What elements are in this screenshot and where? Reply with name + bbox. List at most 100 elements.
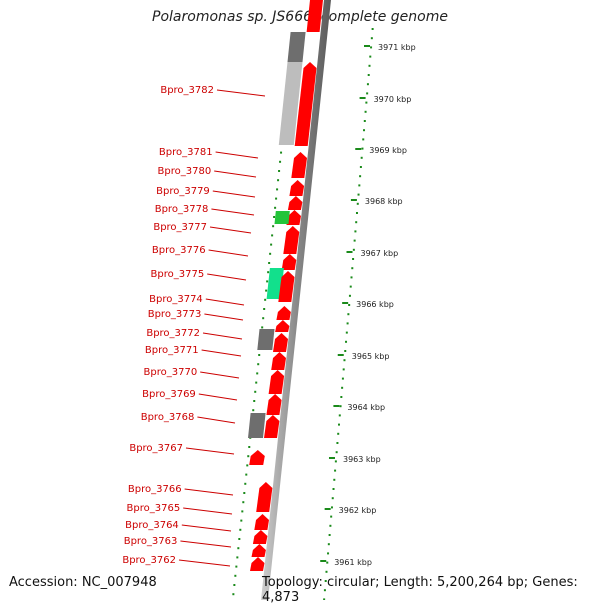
accession-text: Accession: NC_007948 bbox=[9, 575, 157, 590]
gene-label[interactable]: Bpro_3764 bbox=[125, 520, 179, 531]
gene-feature[interactable] bbox=[294, 62, 317, 146]
kbp-label: 3971 kbp bbox=[378, 43, 416, 52]
gene-label[interactable]: Bpro_3775 bbox=[151, 269, 205, 280]
scale-dot bbox=[277, 179, 280, 182]
gene-feature[interactable] bbox=[278, 62, 303, 145]
gene-feature[interactable] bbox=[254, 514, 269, 530]
gene-feature[interactable] bbox=[256, 482, 273, 512]
kbp-label: 3966 kbp bbox=[356, 300, 394, 309]
scale-dot bbox=[252, 409, 255, 412]
gene-label[interactable]: Bpro_3777 bbox=[153, 222, 207, 233]
scale-dot bbox=[355, 212, 358, 214]
scale-dot bbox=[342, 368, 345, 371]
gene-label[interactable]: Bpro_3768 bbox=[141, 412, 195, 423]
leader-line bbox=[214, 170, 257, 178]
scale-dot bbox=[327, 552, 330, 555]
scale-dot bbox=[241, 510, 244, 513]
leader-line bbox=[185, 447, 235, 455]
gene-label[interactable]: Bpro_3763 bbox=[124, 536, 178, 547]
scale-dot bbox=[338, 414, 341, 417]
scale-dot bbox=[264, 298, 267, 301]
scale-dot bbox=[363, 129, 366, 132]
scale-dot bbox=[362, 138, 365, 141]
gene-feature[interactable] bbox=[273, 333, 288, 352]
gene-label[interactable]: Bpro_3780 bbox=[158, 166, 212, 177]
gene-feature[interactable] bbox=[249, 450, 265, 465]
scale-dot bbox=[274, 206, 277, 209]
scale-dot bbox=[341, 377, 344, 380]
gene-labels[interactable]: Bpro_3782 Bpro_3781 Bpro_3780 Bpro_3779 Bpro… bbox=[122, 85, 214, 566]
kbp-tick bbox=[355, 148, 362, 150]
leader-line bbox=[201, 349, 242, 357]
gene-label[interactable]: Bpro_3767 bbox=[129, 443, 183, 454]
scale-dot bbox=[363, 120, 366, 122]
gene-feature[interactable] bbox=[287, 32, 306, 62]
scale-dot bbox=[369, 55, 372, 58]
gene-label[interactable]: Bpro_3766 bbox=[128, 484, 182, 495]
gene-feature[interactable] bbox=[281, 254, 297, 270]
gene-feature[interactable] bbox=[278, 271, 295, 302]
gene-label[interactable]: Bpro_3765 bbox=[127, 503, 181, 514]
gene-feature[interactable] bbox=[286, 210, 301, 225]
scale-dot bbox=[357, 193, 360, 196]
scale-dot bbox=[276, 188, 279, 191]
gene-feature[interactable] bbox=[291, 152, 307, 178]
scale-dot bbox=[346, 322, 349, 325]
gene-label[interactable]: Bpro_3770 bbox=[144, 367, 198, 378]
scale-dot bbox=[240, 519, 243, 522]
scale-dot bbox=[270, 243, 273, 246]
scale-dot bbox=[334, 460, 337, 463]
gene-label[interactable]: Bpro_3781 bbox=[159, 147, 213, 158]
scale-dot bbox=[353, 239, 356, 242]
gene-label[interactable]: Bpro_3771 bbox=[145, 345, 199, 356]
gene-feature[interactable] bbox=[266, 268, 284, 299]
scale-dot bbox=[352, 248, 355, 251]
scale-dot bbox=[330, 515, 333, 518]
kbp-tick bbox=[342, 302, 349, 304]
gene-label[interactable]: Bpro_3782 bbox=[160, 85, 214, 96]
scale-dot bbox=[272, 225, 275, 228]
genome-backbone bbox=[261, 0, 331, 600]
gene-feature[interactable] bbox=[268, 370, 285, 394]
gene-feature[interactable] bbox=[250, 557, 265, 571]
scale-dot bbox=[237, 547, 240, 550]
leader-line bbox=[209, 226, 252, 234]
gene-label[interactable]: Bpro_3774 bbox=[149, 294, 203, 305]
gene-feature[interactable] bbox=[251, 544, 266, 557]
gene-label[interactable]: Bpro_3773 bbox=[148, 309, 202, 320]
gene-label[interactable]: Bpro_3769 bbox=[142, 389, 196, 400]
gene-feature[interactable] bbox=[257, 329, 275, 350]
gene-label[interactable]: Bpro_3772 bbox=[146, 328, 200, 339]
gene-feature[interactable] bbox=[252, 530, 268, 544]
gene-feature[interactable] bbox=[274, 211, 290, 224]
scale-dot bbox=[359, 166, 362, 168]
gene-feature[interactable] bbox=[276, 306, 291, 320]
gene-label[interactable]: Bpro_3779 bbox=[156, 186, 210, 197]
scale-dot bbox=[275, 197, 278, 200]
gene-feature[interactable] bbox=[248, 413, 266, 438]
gene-feature[interactable] bbox=[271, 352, 286, 370]
gene-feature[interactable] bbox=[283, 226, 300, 254]
gene-label[interactable]: Bpro_3776 bbox=[152, 245, 206, 256]
gene-label[interactable]: Bpro_3778 bbox=[155, 204, 209, 215]
gene-track[interactable] bbox=[248, 0, 323, 571]
scale-dot bbox=[255, 381, 258, 384]
leader-line bbox=[202, 332, 243, 340]
kbp-tick bbox=[346, 251, 353, 253]
kbp-tick bbox=[320, 560, 327, 562]
leader-line bbox=[204, 313, 244, 321]
gene-feature[interactable] bbox=[289, 180, 305, 196]
scale-dot bbox=[332, 488, 335, 490]
gene-label[interactable]: Bpro_3762 bbox=[122, 555, 176, 566]
scale-dot bbox=[280, 151, 283, 154]
kbp-label: 3969 kbp bbox=[369, 146, 407, 155]
gene-feature[interactable] bbox=[264, 415, 280, 438]
scale-dot bbox=[245, 473, 248, 476]
kbp-label: 3968 kbp bbox=[365, 197, 403, 206]
gene-feature[interactable] bbox=[266, 394, 282, 415]
gene-feature[interactable] bbox=[287, 196, 303, 210]
scale-dot bbox=[336, 442, 339, 444]
gene-feature[interactable] bbox=[275, 320, 290, 332]
gene-feature[interactable] bbox=[306, 0, 323, 32]
